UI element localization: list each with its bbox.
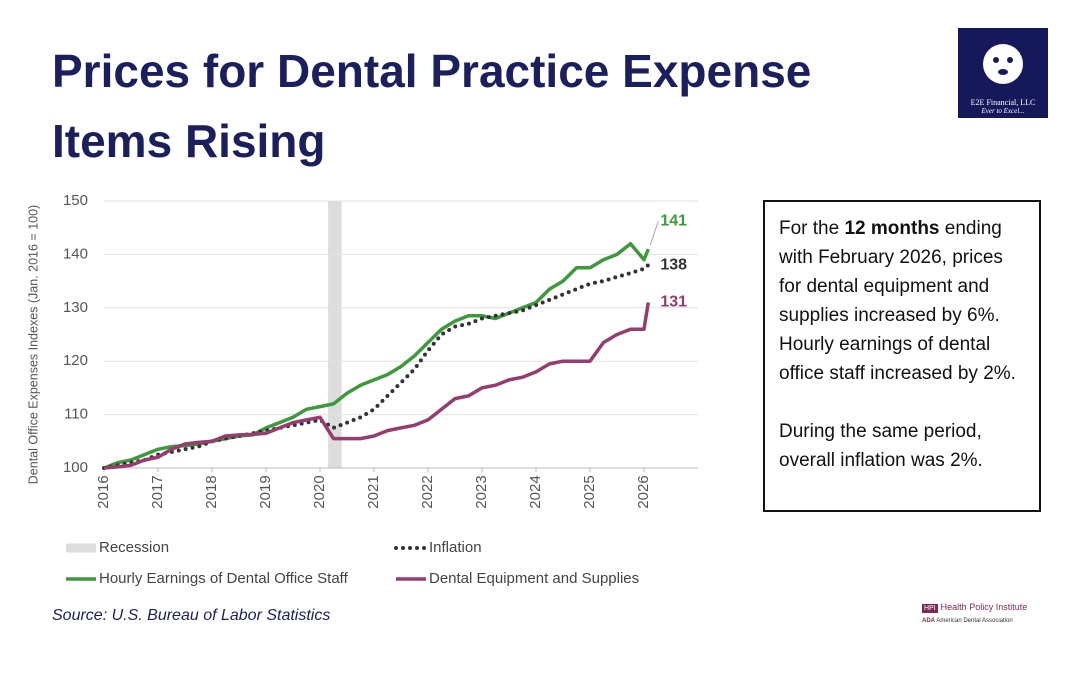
x-tick-label: 2016: [95, 475, 112, 508]
note-second: During the same period, overall inflatio…: [779, 421, 983, 471]
x-tick-label: 2023: [473, 475, 490, 508]
source: Source: U.S. Bureau of Labor Statistics: [52, 607, 331, 624]
legend-label: Inflation: [429, 539, 482, 556]
y-tick-label: 100: [63, 459, 88, 476]
note-box: For the 12 months ending with February 2…: [763, 200, 1041, 512]
footer-logo: HPI Health Policy Institute ADA American …: [922, 602, 1027, 624]
x-tick-label: 2024: [527, 475, 544, 508]
series-line: [102, 263, 651, 470]
hpi-badge: HPI: [922, 604, 938, 613]
x-tick-label: 2017: [149, 475, 166, 508]
series-line: [103, 302, 651, 470]
x-tick-label: 2026: [635, 475, 652, 508]
ada-badge: ADA: [922, 618, 935, 624]
x-tick-label: 2018: [203, 475, 220, 508]
ada-name: American Dental Association: [936, 618, 1013, 624]
logo-icon: [983, 44, 1023, 84]
end-label: 141: [660, 212, 687, 229]
y-tick-label: 110: [64, 406, 88, 423]
end-label: 131: [660, 294, 687, 311]
label-leader: [649, 220, 659, 246]
hpi-name: Health Policy Institute: [940, 602, 1028, 612]
legend-label: Hourly Earnings of Dental Office Staff: [99, 570, 349, 587]
y-tick-label: 140: [63, 245, 88, 262]
y-axis-label: Dental Office Expenses Indexes (Jan. 201…: [26, 205, 40, 484]
logo: E2E Financial, LLC Ever to Excel...: [958, 28, 1048, 118]
note-rest: ending with February 2026, prices for de…: [779, 218, 1016, 384]
legend-label: Recession: [99, 539, 169, 556]
y-tick-label: 120: [63, 352, 88, 369]
y-tick-label: 150: [63, 192, 88, 209]
x-tick-label: 2020: [311, 475, 328, 508]
legend-label: Dental Equipment and Supplies: [429, 570, 639, 587]
x-tick-label: 2021: [365, 475, 382, 508]
title: Prices for Dental Practice Expense Items…: [52, 45, 812, 167]
end-label: 138: [660, 256, 687, 273]
y-tick-label: 130: [63, 299, 88, 316]
x-tick-label: 2022: [419, 475, 436, 508]
note-text: For the 12 months ending with February 2…: [779, 214, 1027, 388]
x-tick-label: 2025: [581, 475, 598, 508]
logo-motto: Ever to Excel...: [981, 107, 1025, 115]
note-lead: For the: [779, 218, 840, 239]
note-bold: 12 months: [844, 218, 940, 239]
x-tick-label: 2019: [257, 475, 274, 508]
logo-name: E2E Financial, LLC: [970, 98, 1036, 107]
